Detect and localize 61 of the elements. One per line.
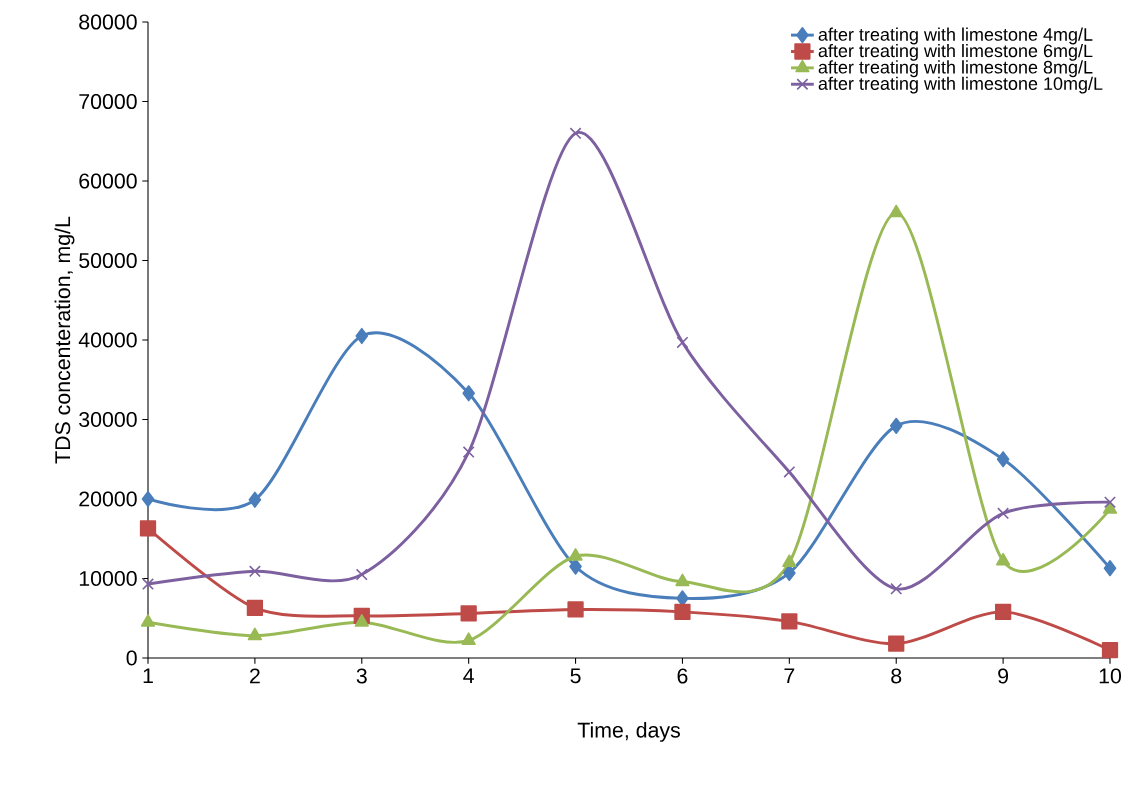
point: [889, 417, 903, 434]
y-tick-label: 20000: [79, 491, 137, 507]
point: [569, 127, 582, 140]
point: [996, 451, 1010, 468]
point: [355, 327, 369, 345]
point: [141, 490, 155, 508]
point: [1101, 641, 1119, 659]
point: [247, 627, 263, 641]
point: [997, 507, 1010, 520]
point: [461, 632, 476, 645]
point: [355, 568, 368, 581]
point: [142, 578, 154, 591]
point: [354, 614, 369, 627]
legend-label: after treating with limestone 10mg/L: [818, 76, 1103, 94]
x-tick-label: 1: [143, 668, 153, 684]
y-tick-label: 40000: [78, 332, 137, 348]
x-tick-label: 4: [463, 668, 474, 684]
point: [888, 635, 905, 652]
x-axis-title: Time, days: [577, 721, 680, 742]
point: [890, 582, 903, 595]
point: [674, 603, 691, 621]
point: [1104, 496, 1116, 509]
x-tick-label: 8: [891, 668, 902, 684]
y-tick-label: 70000: [79, 93, 137, 110]
y-tick-label: 30000: [79, 411, 137, 428]
x-tick-label: 7: [784, 668, 795, 684]
x-tick-label: 5: [570, 668, 581, 684]
point: [889, 204, 904, 218]
point: [994, 603, 1012, 621]
point: [462, 385, 475, 402]
x-tick-label: 10: [1099, 668, 1122, 684]
point: [1103, 560, 1117, 577]
point: [569, 558, 582, 575]
point: [462, 446, 475, 459]
x-tick-label: 6: [677, 668, 688, 684]
point: [248, 565, 261, 578]
point: [675, 573, 690, 587]
point: [783, 465, 796, 478]
y-tick-label: 10000: [79, 570, 137, 587]
y-tick-label: 50000: [79, 252, 137, 269]
y-tick-label: 60000: [79, 173, 137, 189]
point: [995, 552, 1011, 566]
point: [781, 613, 798, 630]
point: [139, 520, 157, 537]
point: [676, 336, 689, 349]
x-tick-label: 9: [998, 668, 1009, 684]
y-tick-label: 80000: [79, 14, 137, 30]
point: [248, 491, 262, 508]
point: [782, 554, 797, 568]
point: [460, 605, 477, 622]
point: [1102, 501, 1118, 514]
y-tick-label: 0: [126, 650, 137, 666]
point: [567, 601, 584, 618]
point: [246, 599, 264, 617]
y-axis-title: TDS concenteration, mg/L: [54, 216, 75, 464]
x-tick-label: 3: [356, 668, 367, 684]
x-tick-label: 2: [250, 668, 260, 684]
legend-label: after treating with limestone 6mg/L: [818, 43, 1093, 61]
point: [140, 614, 156, 627]
legend-label: after treating with limestone 4mg/L: [818, 27, 1093, 45]
point: [568, 548, 583, 561]
